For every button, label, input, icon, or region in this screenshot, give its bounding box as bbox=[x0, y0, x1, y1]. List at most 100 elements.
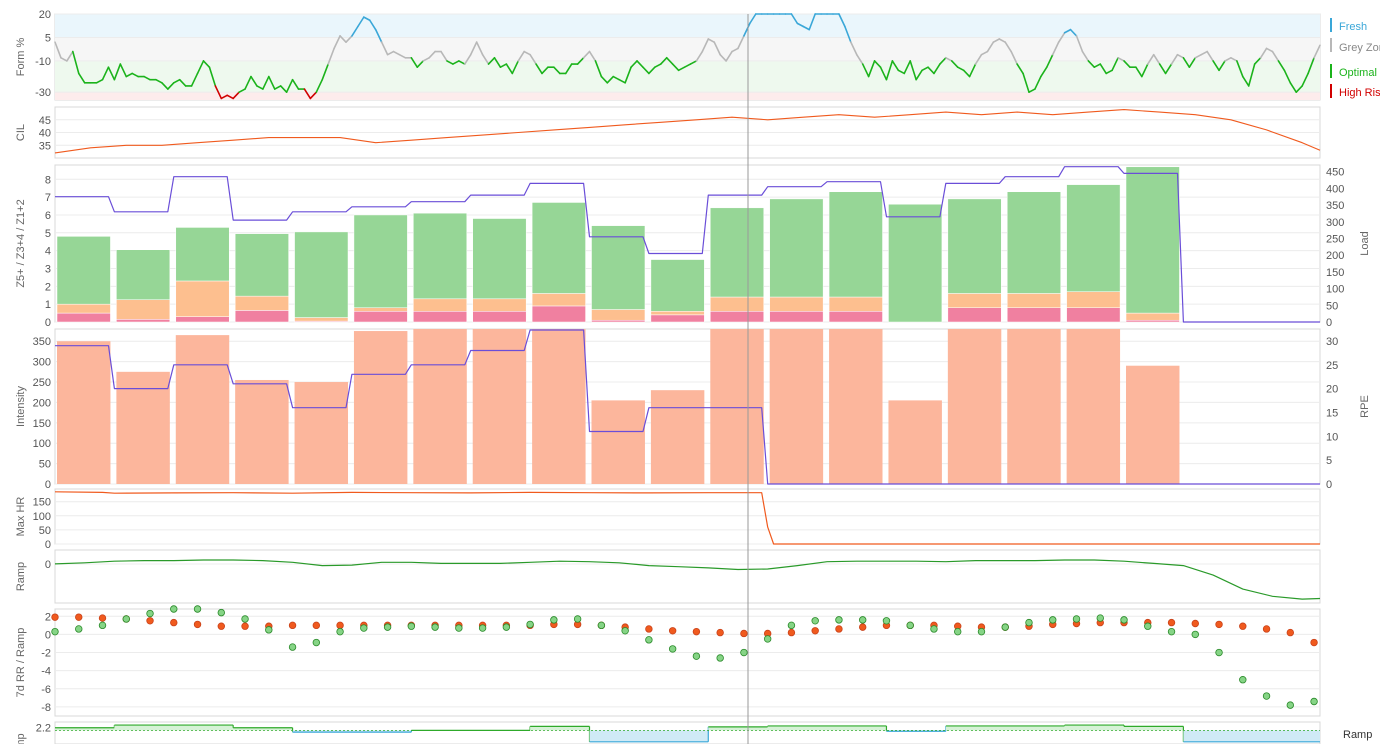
zone-bar-12-z34 bbox=[769, 296, 824, 312]
form-line-segment bbox=[101, 66, 110, 81]
rr-point-1-51 bbox=[1262, 692, 1271, 700]
form-line-segment bbox=[933, 63, 941, 75]
intensity-bar-2 bbox=[175, 335, 230, 484]
form-line-segment bbox=[844, 25, 852, 43]
load-axis-label: Load bbox=[1359, 231, 1371, 255]
form-line-segment bbox=[291, 78, 300, 90]
form-line-segment bbox=[535, 63, 543, 75]
zones-tick-1: 1 bbox=[45, 299, 51, 311]
legend-grey-zone: Grey Zone bbox=[1339, 42, 1380, 54]
rr-point-0-29 bbox=[740, 629, 748, 638]
form-line-segment bbox=[790, 13, 799, 25]
ramp-step-fill-10 bbox=[530, 726, 590, 731]
form-line-segment bbox=[1206, 50, 1214, 62]
rr-point-1-48 bbox=[1191, 630, 1199, 639]
form-line-segment bbox=[1022, 72, 1030, 93]
form-line-segment bbox=[1093, 63, 1102, 68]
form-line-segment bbox=[689, 60, 698, 65]
zone-bar-16-z12 bbox=[1006, 191, 1061, 294]
form-line-segment bbox=[695, 50, 704, 62]
form-line-segment bbox=[1141, 63, 1149, 78]
rr-tick-3: -4 bbox=[41, 666, 51, 678]
form-line-segment bbox=[113, 63, 122, 81]
maxhr-tick-0: 0 bbox=[45, 539, 51, 551]
form-line-segment bbox=[838, 13, 846, 28]
ramp-step-fill-0 bbox=[55, 727, 115, 731]
intensity-tick-4: 200 bbox=[33, 397, 51, 409]
zone-bar-1-z5 bbox=[116, 319, 171, 323]
ramp-step-fill-24 bbox=[1124, 726, 1184, 731]
zone-bar-4-z34 bbox=[294, 317, 349, 322]
form-line-segment bbox=[939, 56, 947, 65]
legend-optimal-swatch bbox=[1330, 64, 1332, 78]
rr-point-1-3 bbox=[122, 615, 130, 623]
rr-point-1-2 bbox=[98, 621, 107, 630]
form-line-segment bbox=[250, 75, 258, 87]
rr-point-1-32 bbox=[811, 617, 819, 625]
form-line-segment bbox=[564, 63, 573, 75]
form-line-segment bbox=[553, 66, 561, 75]
form-zone-grey bbox=[55, 37, 1320, 61]
form-line-segment bbox=[386, 50, 395, 56]
rr-point-0-33 bbox=[835, 625, 843, 633]
rr-point-0-25 bbox=[645, 625, 653, 633]
form-line-segment bbox=[273, 85, 282, 90]
form-line-segment bbox=[1277, 60, 1286, 72]
zone-bar-11-z12 bbox=[710, 207, 764, 298]
form-line-segment bbox=[368, 19, 377, 31]
zones-tick-0: 0 bbox=[45, 317, 51, 329]
form-line-segment bbox=[980, 50, 989, 56]
rr-point-0-49 bbox=[1215, 620, 1223, 629]
form-line-segment bbox=[707, 38, 716, 43]
zones-axis-label: Z5+ / Z3+4 / Z1+2 bbox=[15, 199, 27, 287]
form-line-segment bbox=[683, 63, 692, 68]
rr-point-0-50 bbox=[1239, 622, 1247, 630]
form-line-segment bbox=[665, 56, 674, 65]
rr-point-1-12 bbox=[336, 627, 344, 636]
form-line-segment bbox=[333, 35, 341, 50]
form-line-segment bbox=[1152, 53, 1161, 65]
cil-tick-0: 35 bbox=[39, 140, 51, 152]
rr-point-0-52 bbox=[1286, 628, 1295, 637]
form-line-segment bbox=[1057, 31, 1066, 43]
form-line-segment bbox=[909, 60, 917, 81]
zone-bar-12-z5 bbox=[769, 311, 824, 323]
form-line-segment bbox=[1164, 63, 1173, 75]
rr-tick-4: -6 bbox=[41, 684, 51, 696]
form-line-segment bbox=[392, 50, 401, 56]
form-line-segment bbox=[659, 56, 668, 65]
legend-high-risk-swatch bbox=[1330, 84, 1332, 98]
zone-bar-9-z12 bbox=[591, 225, 646, 310]
form-line-segment bbox=[1034, 75, 1042, 90]
form-line-segment bbox=[1158, 63, 1167, 75]
intensity-bar-6 bbox=[413, 329, 467, 484]
intensity-bar-16 bbox=[1007, 329, 1061, 484]
form-line-segment bbox=[1182, 56, 1191, 68]
zone-bar-13-z34 bbox=[828, 296, 883, 312]
intensity-tick-0: 0 bbox=[45, 479, 51, 491]
zone-bar-18-z34 bbox=[1125, 312, 1180, 321]
zone-bar-9-z34 bbox=[591, 309, 646, 321]
form-line-segment bbox=[1194, 53, 1203, 59]
zone-bar-10-z12 bbox=[650, 259, 705, 312]
form-line-segment bbox=[279, 85, 288, 93]
form-line-segment bbox=[986, 41, 995, 53]
form-line-segment bbox=[481, 53, 490, 65]
rr-point-1-53 bbox=[1310, 697, 1318, 706]
zone-bar-14-z12 bbox=[888, 204, 943, 323]
zones-tick-3: 3 bbox=[45, 263, 51, 275]
ramp-step-fill-16 bbox=[767, 725, 887, 731]
form-line-segment bbox=[220, 94, 229, 100]
rr-tick-5: -8 bbox=[41, 702, 51, 714]
rr-point-0-4 bbox=[146, 617, 154, 625]
form-line-segment bbox=[452, 60, 460, 65]
form-line-segment bbox=[1259, 47, 1268, 59]
ramp-axis-label: Ramp bbox=[15, 562, 27, 591]
ramp-step-tick-0: 2.2 bbox=[36, 723, 51, 735]
zones-tick-7: 7 bbox=[45, 192, 51, 204]
intensity-axis-label: Intensity bbox=[15, 386, 27, 427]
form-line-segment bbox=[1170, 53, 1179, 65]
zone-bar-0-z34 bbox=[56, 303, 111, 314]
form-line-segment bbox=[238, 88, 246, 93]
form-line-segment bbox=[582, 50, 591, 59]
